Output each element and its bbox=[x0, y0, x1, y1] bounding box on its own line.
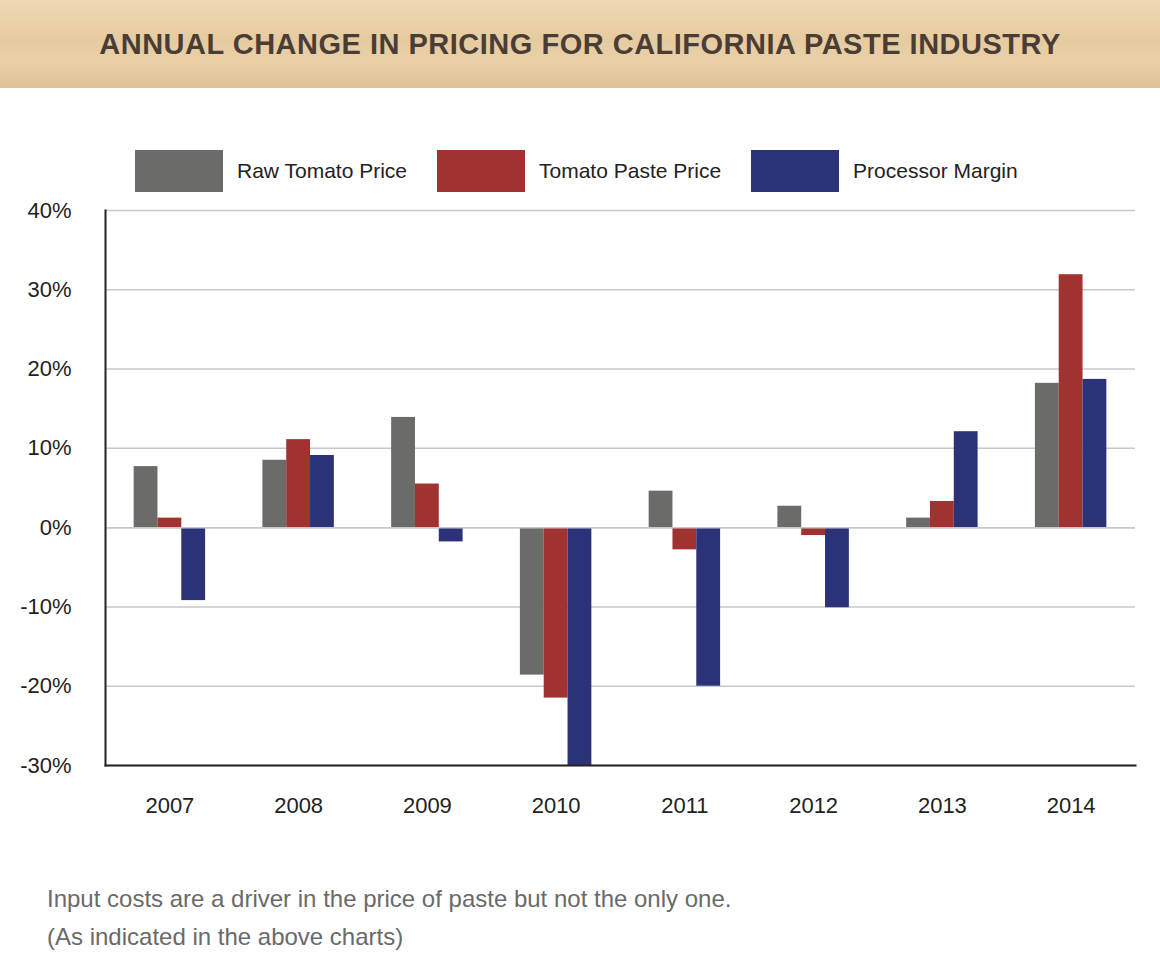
html-text:ANNUAL CHANGE IN PRICING FOR C: ANNUAL CHANGE IN PRICING FOR CALIFORNIA … bbox=[99, 27, 1061, 60]
svg-text:2008: 2008 bbox=[274, 793, 323, 818]
svg-text:-10%: -10% bbox=[20, 594, 71, 619]
svg-text:10%: 10% bbox=[27, 435, 71, 460]
html-text:(As indicated in the above cha: (As indicated in the above charts) bbox=[47, 923, 404, 951]
svg-text:2009: 2009 bbox=[403, 793, 452, 818]
svg-text:2011: 2011 bbox=[661, 793, 708, 818]
html-text:Raw Tomato Price: Raw Tomato Price bbox=[237, 159, 407, 182]
svg-text:2012: 2012 bbox=[789, 793, 838, 818]
html-text:Input costs are a driver in th: Input costs are a driver in the price of… bbox=[47, 885, 732, 912]
svg-text:40%: 40% bbox=[27, 198, 71, 223]
svg-text:2007: 2007 bbox=[145, 793, 194, 818]
svg-text:2014: 2014 bbox=[1047, 793, 1096, 818]
html-text:Processor Margin: Processor Margin bbox=[853, 159, 1018, 182]
svg-text:-20%: -20% bbox=[20, 673, 71, 698]
svg-text:30%: 30% bbox=[27, 277, 71, 302]
svg-text:20%: 20% bbox=[27, 356, 71, 381]
svg-text:0%: 0% bbox=[40, 515, 72, 540]
svg-text:2010: 2010 bbox=[532, 793, 581, 818]
svg-text:2013: 2013 bbox=[918, 793, 967, 818]
svg-text:-30%: -30% bbox=[20, 753, 71, 778]
html-text:Tomato Paste Price: Tomato Paste Price bbox=[539, 159, 722, 182]
